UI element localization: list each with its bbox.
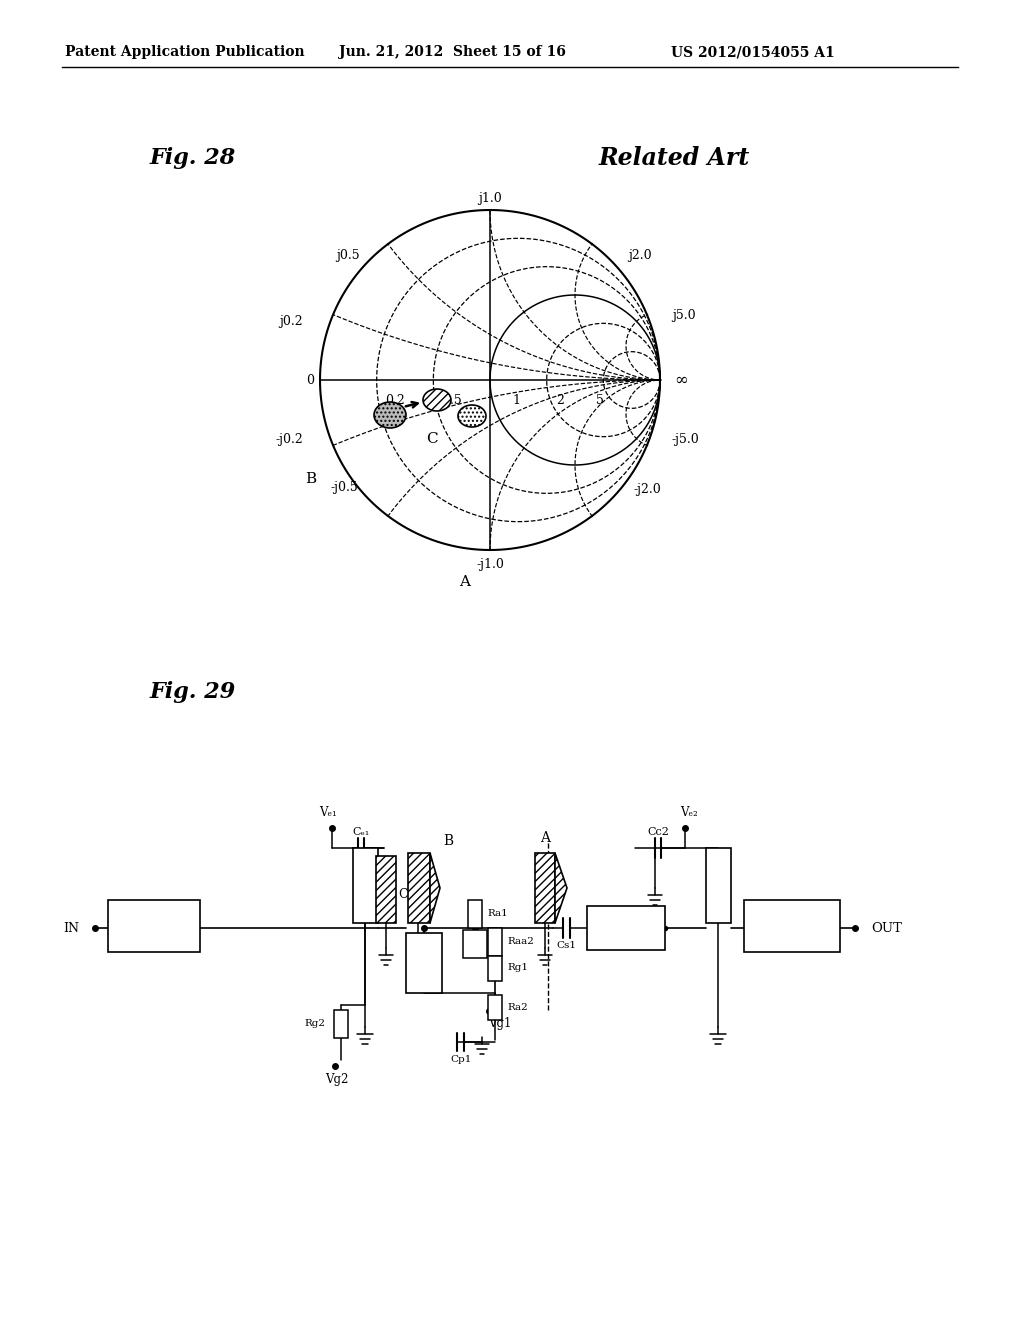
Text: Tr2: Tr2 (708, 890, 728, 899)
Text: C: C (426, 432, 438, 446)
Bar (587, 906, 665, 950)
Ellipse shape (374, 403, 406, 428)
Text: Raa2: Raa2 (507, 937, 534, 946)
Text: IN: IN (63, 921, 79, 935)
Text: -j5.0: -j5.0 (672, 433, 699, 446)
Bar (744, 900, 840, 952)
Text: 5: 5 (596, 393, 604, 407)
Text: Vg1: Vg1 (488, 1018, 512, 1031)
Bar (488, 995, 502, 1020)
Text: Rg2: Rg2 (304, 1019, 325, 1028)
Text: Vg2: Vg2 (326, 1073, 349, 1086)
Text: j2.0: j2.0 (628, 248, 651, 261)
Text: 0.5: 0.5 (442, 393, 462, 407)
Text: Vₑ₂: Vₑ₂ (680, 805, 698, 818)
Ellipse shape (423, 389, 451, 411)
Bar (108, 900, 200, 952)
Text: Vₑ₁: Vₑ₁ (319, 805, 337, 818)
Text: Rg1: Rg1 (507, 964, 528, 973)
Text: OUT: OUT (871, 921, 902, 935)
Text: Related Art: Related Art (599, 147, 750, 170)
Bar (535, 853, 555, 923)
Text: Tr1: Tr1 (355, 890, 375, 899)
Bar (408, 853, 430, 923)
Text: A: A (540, 832, 550, 845)
Bar (706, 847, 731, 923)
Text: Fig. 28: Fig. 28 (150, 147, 237, 169)
Text: j0.2: j0.2 (280, 315, 303, 329)
Text: -j0.2: -j0.2 (275, 433, 303, 446)
Text: 0: 0 (306, 374, 314, 387)
Text: Ra2: Ra2 (507, 1002, 527, 1011)
Text: -j1.0: -j1.0 (476, 558, 504, 572)
Bar (353, 847, 378, 923)
Bar (488, 956, 502, 981)
Text: Cs1: Cs1 (556, 941, 575, 950)
Bar (406, 933, 442, 993)
Text: Ra1: Ra1 (487, 909, 508, 919)
Text: A: A (460, 576, 470, 589)
Bar (463, 931, 487, 958)
Text: Cp1: Cp1 (451, 1055, 472, 1064)
Text: j5.0: j5.0 (672, 309, 695, 322)
Text: Fa1: Fa1 (466, 940, 484, 949)
Text: -j0.5: -j0.5 (331, 480, 358, 494)
Text: Jun. 21, 2012  Sheet 15 of 16: Jun. 21, 2012 Sheet 15 of 16 (339, 45, 565, 59)
Bar (468, 900, 482, 928)
Text: Output
matching: Output matching (764, 912, 820, 940)
Text: Fa2: Fa2 (414, 958, 434, 968)
Text: Fig. 29: Fig. 29 (150, 681, 237, 704)
Bar (488, 928, 502, 956)
Text: US 2012/0154055 A1: US 2012/0154055 A1 (671, 45, 835, 59)
Text: Cc2: Cc2 (647, 828, 669, 837)
Text: j0.5: j0.5 (336, 248, 360, 261)
Text: Patent Application Publication: Patent Application Publication (66, 45, 305, 59)
Text: ∞: ∞ (674, 371, 688, 388)
Text: Input
matching: Input matching (126, 912, 182, 940)
Bar (334, 1010, 348, 1038)
Text: 2: 2 (556, 393, 564, 407)
Bar (376, 855, 396, 923)
Text: j1.0: j1.0 (478, 191, 502, 205)
Text: Cₑ₁: Cₑ₁ (352, 828, 370, 837)
Text: B: B (305, 473, 316, 486)
Polygon shape (430, 853, 440, 923)
Text: B: B (443, 834, 454, 847)
Text: Interstage: Interstage (595, 921, 656, 935)
Text: 1: 1 (512, 393, 520, 407)
Ellipse shape (458, 405, 486, 426)
Text: C: C (398, 887, 408, 900)
Polygon shape (555, 853, 567, 923)
Text: 0.2: 0.2 (385, 393, 404, 407)
Text: -j2.0: -j2.0 (634, 483, 662, 496)
